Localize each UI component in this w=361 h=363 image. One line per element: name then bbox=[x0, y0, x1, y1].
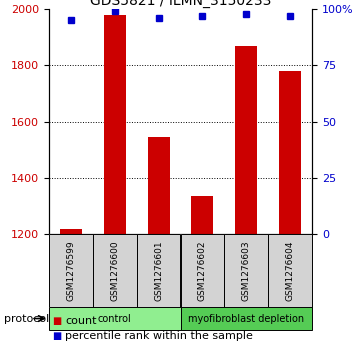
Bar bbox=[191, 196, 213, 234]
Bar bbox=[60, 229, 82, 234]
Text: GSM1276602: GSM1276602 bbox=[198, 240, 207, 301]
Bar bbox=[136, 234, 180, 307]
Bar bbox=[235, 46, 257, 234]
Text: GSM1276603: GSM1276603 bbox=[242, 240, 251, 301]
Text: GSM1276604: GSM1276604 bbox=[286, 240, 295, 301]
Text: ■: ■ bbox=[52, 331, 62, 341]
Bar bbox=[93, 234, 136, 307]
Bar bbox=[268, 234, 312, 307]
Bar bbox=[104, 15, 126, 234]
Bar bbox=[49, 307, 180, 330]
Text: ■: ■ bbox=[52, 316, 62, 326]
Title: GDS5821 / ILMN_3150233: GDS5821 / ILMN_3150233 bbox=[90, 0, 271, 8]
Text: percentile rank within the sample: percentile rank within the sample bbox=[65, 331, 253, 341]
Bar bbox=[49, 234, 93, 307]
Bar bbox=[180, 234, 225, 307]
Text: protocol: protocol bbox=[4, 314, 49, 323]
Bar bbox=[180, 307, 312, 330]
Bar bbox=[225, 234, 268, 307]
Text: myofibroblast depletion: myofibroblast depletion bbox=[188, 314, 304, 323]
Bar bbox=[279, 71, 301, 234]
Text: GSM1276600: GSM1276600 bbox=[110, 240, 119, 301]
Bar bbox=[148, 137, 170, 234]
Text: count: count bbox=[65, 316, 96, 326]
Text: GSM1276601: GSM1276601 bbox=[154, 240, 163, 301]
Text: GSM1276599: GSM1276599 bbox=[66, 240, 75, 301]
Text: control: control bbox=[98, 314, 131, 323]
